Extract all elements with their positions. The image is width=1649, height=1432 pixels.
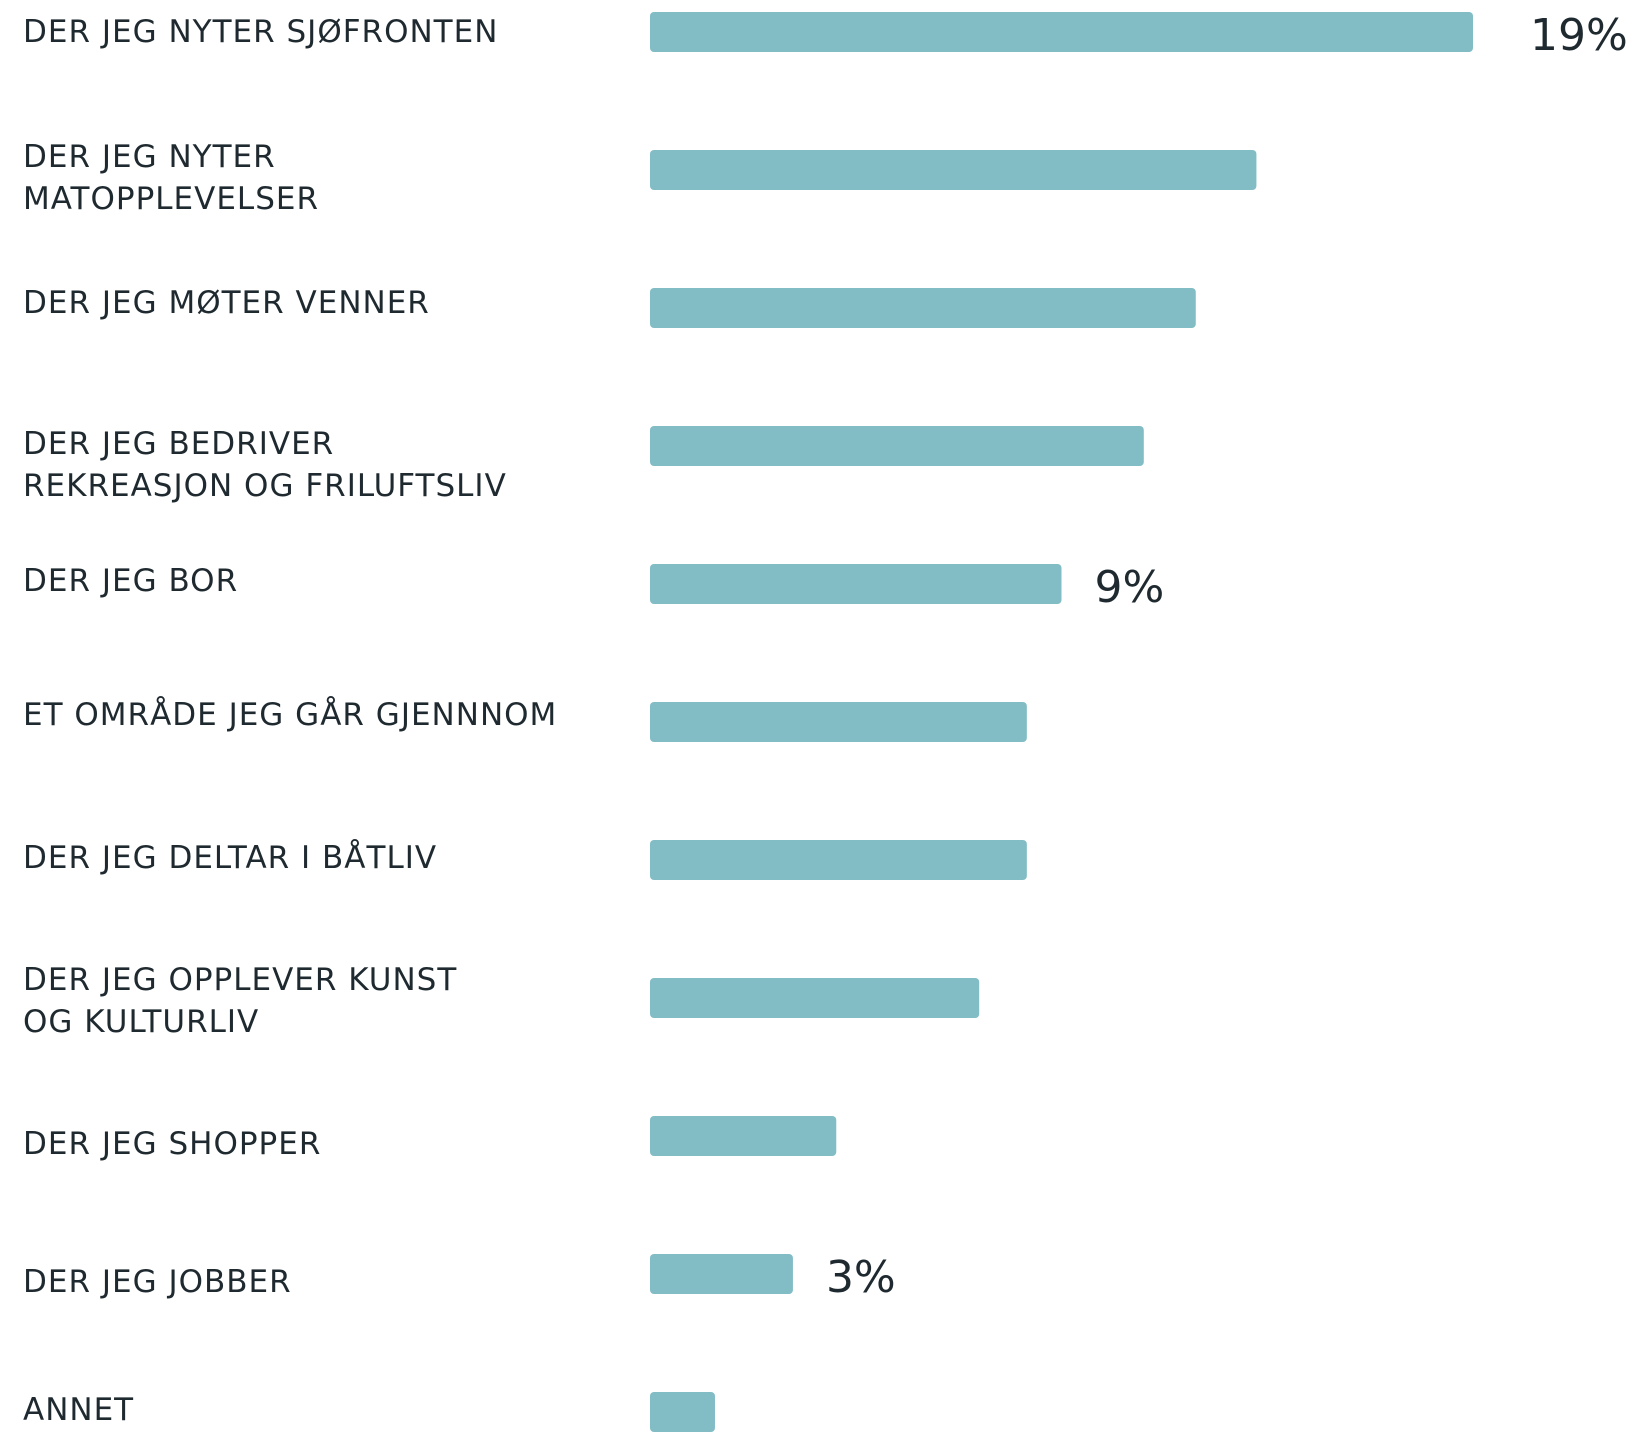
- bar: [650, 288, 1196, 328]
- bar: [650, 840, 1027, 880]
- category-label: DER JEG BOR: [23, 563, 238, 599]
- bar: [650, 1392, 715, 1432]
- category-label: DER JEG NYTER MATOPPLEVELSER: [23, 139, 319, 217]
- bar: [650, 426, 1144, 466]
- category-label: DER JEG DELTAR I BÅTLIV: [23, 840, 437, 876]
- bar: [650, 1254, 793, 1294]
- bar: [650, 978, 980, 1018]
- bar: [650, 702, 1027, 742]
- bar: [650, 1116, 837, 1156]
- category-label: DER JEG MØTER VENNER: [23, 285, 430, 321]
- category-label: DER JEG JOBBER: [23, 1264, 292, 1300]
- data-label: 9%: [1095, 562, 1165, 613]
- bar: [650, 12, 1473, 52]
- data-label: 19%: [1530, 10, 1628, 61]
- category-label: ANNET: [23, 1392, 134, 1428]
- bar: [650, 564, 1062, 604]
- category-label: DER JEG SHOPPER: [23, 1126, 321, 1162]
- category-label: DER JEG NYTER SJØFRONTEN: [23, 14, 498, 50]
- category-label: DER JEG OPPLEVER KUNST OG KULTURLIV: [23, 962, 457, 1040]
- bar: [650, 150, 1257, 190]
- category-label: ET OMRÅDE JEG GÅR GJENNNOM: [23, 697, 557, 733]
- category-label: DER JEG BEDRIVER REKREASJON OG FRILUFTSLI…: [23, 426, 507, 504]
- data-label: 3%: [826, 1252, 896, 1303]
